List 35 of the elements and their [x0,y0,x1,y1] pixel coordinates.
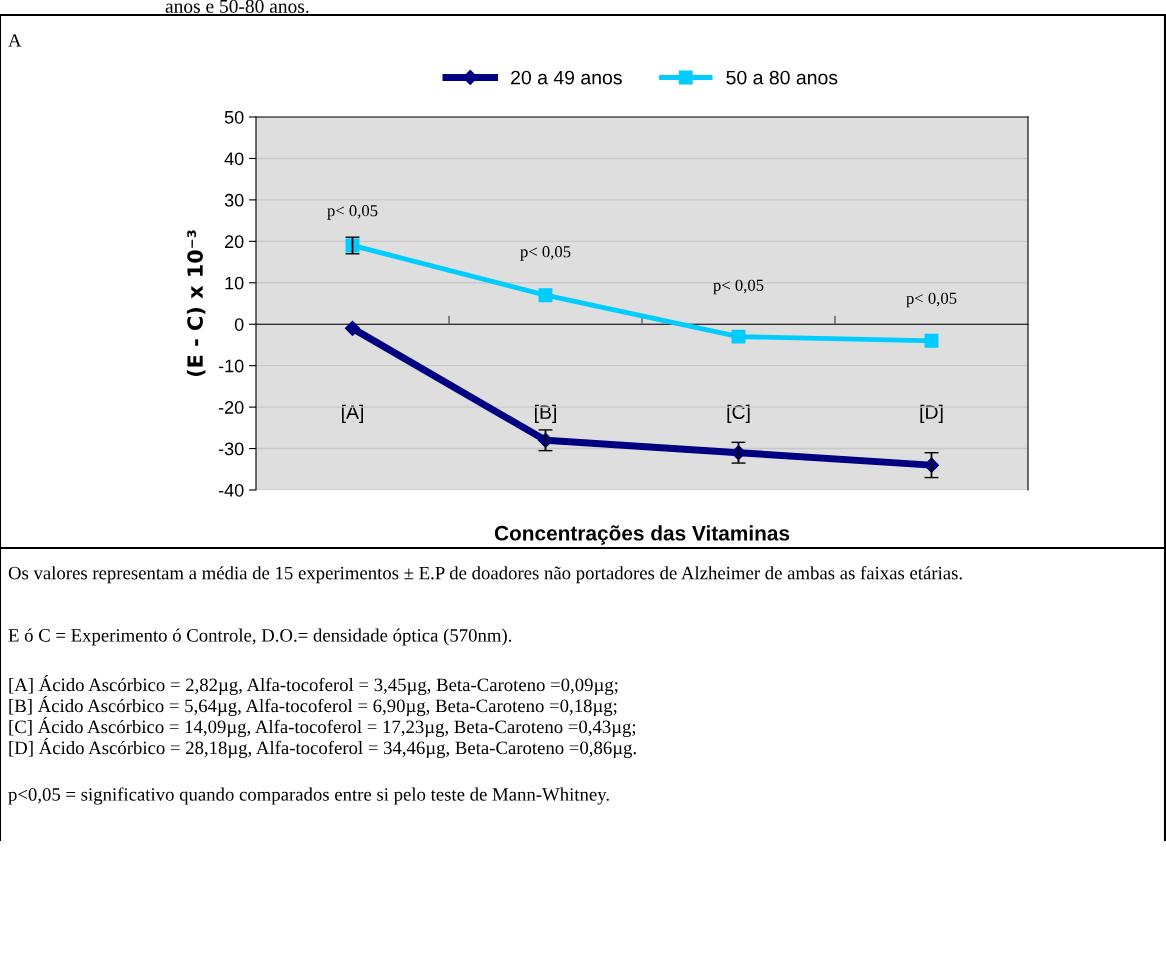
legend-label: 20 a 49 anos [511,70,622,85]
y-tick-label: -30 [218,442,244,456]
text: E ó C = Experimento ó Controle, D.O.= densidade óptica (570nm). [8,628,512,646]
y-tick-label: -40 [218,483,244,497]
text: anos e 50-80 anos. [165,0,309,13]
y-tick-label: 50 [224,110,244,124]
y-tick-label: -20 [218,401,244,414]
point [731,329,746,344]
text: [B] Ácido Ascórbico = 5,64µg, Alfa-tocoferol = 6,90µg, Beta-Caroteno =0,18µg; [9,695,617,717]
text: [C] Ácido Ascórbico = 14,09µg, Alfa-tocoferol = 17,23µg, Beta-Caroteno =0,43µg; [9,716,636,738]
y-tick-label: 10 [225,276,244,290]
annotation: p< 0,05 [906,292,957,308]
y-tick-label: -10 [218,359,244,373]
annotation: p< 0,05 [713,279,764,295]
legend-label: 50 a 80 anos [726,70,838,85]
x-tick-label: [B] [535,404,556,423]
text: [D] Ácido Ascórbico = 28,18µg, Alfa-tocoferol = 34,46µg, Beta-Caroteno =0,86µg. [9,737,636,759]
text: A [8,34,22,47]
x-axis-title: Concentrações das Vitaminas [494,525,790,545]
y-axis-title: (E - C) x 10⁻³ [186,230,206,377]
point [344,320,361,336]
text: [A] Ácido Ascórbico = 2,82µg, Alfa-tocoferol = 3,45µg, Beta-Caroteno =0,09µg; [9,674,618,696]
y-tick-label: 40 [224,152,244,166]
text: Os valores representam a média de 15 experimentos ± E.P de doadores não portadores de Alzheimer de ambas as faixas etárias. [8,566,962,584]
point [924,333,939,348]
text: p<0,05 = significativo quando comparados entre si pelo teste de Mann-Whitney. [8,787,609,805]
x-tick-label: [A] [342,404,363,423]
y-tick-label: 30 [224,193,244,207]
y-tick-label: 0 [234,318,244,331]
x-tick-label: [D] [920,404,943,423]
y-tick-label: 20 [225,235,244,249]
annotation: p< 0,05 [327,205,378,220]
x-tick-label: [C] [727,404,750,423]
annotation: p< 0,05 [520,246,571,261]
point [538,288,553,303]
